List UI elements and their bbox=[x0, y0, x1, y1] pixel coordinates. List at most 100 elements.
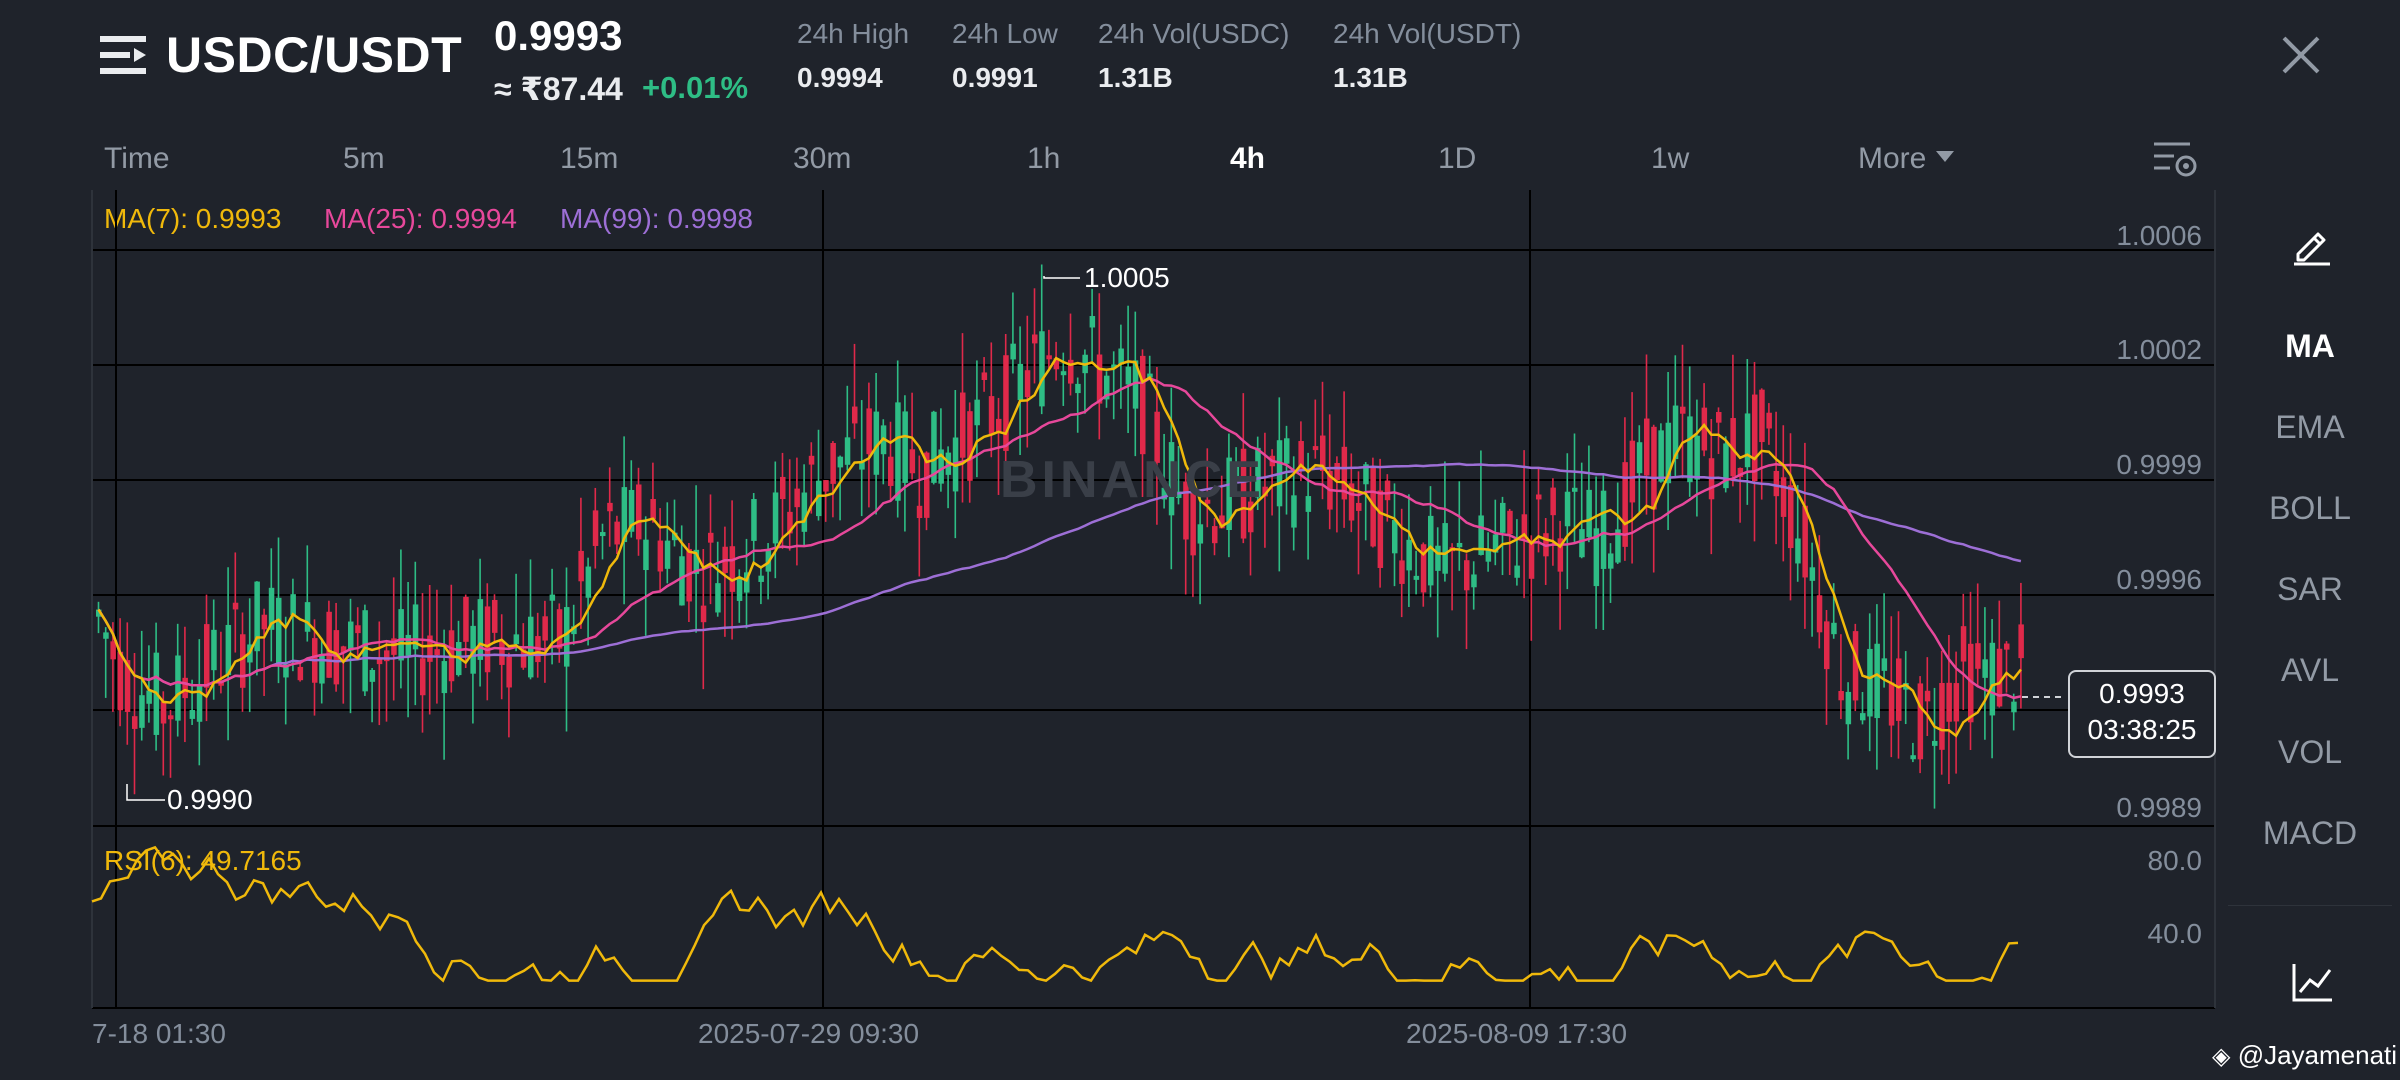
tab-1w[interactable]: 1w bbox=[1651, 142, 1690, 175]
caret-down-icon bbox=[1936, 150, 1955, 162]
candle-body bbox=[1017, 363, 1024, 401]
candle-body bbox=[859, 461, 865, 470]
chart-settings-icon[interactable] bbox=[2152, 138, 2198, 180]
candle-body bbox=[1442, 523, 1448, 574]
candle-body bbox=[751, 499, 757, 541]
y-tick-label: 0.9996 bbox=[2116, 564, 2202, 595]
candle-body bbox=[240, 634, 246, 688]
candle-body bbox=[564, 607, 570, 667]
candle-body bbox=[1075, 383, 1081, 394]
candle-body bbox=[1802, 505, 1808, 578]
tab-4h[interactable]: 4h bbox=[1230, 142, 1266, 175]
candle-body bbox=[369, 669, 376, 682]
candle-body bbox=[1579, 529, 1585, 558]
candle-body bbox=[398, 609, 404, 661]
candle-body bbox=[592, 510, 599, 546]
candle-body bbox=[1845, 691, 1852, 725]
candle-body bbox=[708, 532, 714, 543]
line-chart-icon[interactable] bbox=[2290, 960, 2334, 1004]
candle-body bbox=[1305, 496, 1312, 512]
tab-1d[interactable]: 1D bbox=[1438, 142, 1477, 175]
indicator-vol[interactable]: VOL bbox=[2277, 734, 2343, 770]
tab-15m[interactable]: 15m bbox=[560, 142, 619, 175]
candlestick-series bbox=[96, 264, 2024, 809]
tab-1h[interactable]: 1h bbox=[1027, 142, 1061, 175]
indicator-ema[interactable]: EMA bbox=[2275, 409, 2345, 445]
candle-body bbox=[1464, 560, 1470, 591]
close-icon[interactable] bbox=[2276, 30, 2326, 80]
tab-time[interactable]: Time bbox=[104, 142, 170, 175]
candle-body bbox=[571, 626, 577, 635]
stat-value-24h-high: 0.9994 bbox=[797, 62, 883, 93]
candle-body bbox=[484, 606, 491, 673]
candle-body bbox=[1665, 422, 1672, 484]
candle-body bbox=[1298, 441, 1304, 471]
candle-body bbox=[715, 583, 721, 613]
x-tick-label: 2025-08-09 17:30 bbox=[1406, 1018, 1628, 1049]
candle-body bbox=[1946, 682, 1952, 722]
tab-more[interactable]: More bbox=[1858, 142, 1955, 176]
price-change: +0.01% bbox=[642, 70, 749, 105]
candle-body bbox=[513, 634, 520, 645]
candle-body bbox=[729, 546, 736, 592]
candle-body bbox=[1831, 622, 1837, 635]
indicator-ma[interactable]: MA bbox=[2285, 328, 2335, 364]
candle-body bbox=[1759, 389, 1765, 443]
trading-pair[interactable]: USDC/USDT bbox=[166, 27, 463, 83]
candle-body bbox=[1953, 683, 1960, 722]
candle-body bbox=[218, 681, 224, 686]
candle-body bbox=[232, 602, 239, 610]
candle-body bbox=[1615, 529, 1621, 563]
menu-icon[interactable] bbox=[100, 32, 146, 78]
candle-body bbox=[1658, 430, 1664, 482]
candle-body bbox=[621, 487, 628, 543]
ma99-line bbox=[97, 462, 2022, 687]
x-tick-label: 7-18 01:30 bbox=[92, 1018, 226, 1049]
tab-30m[interactable]: 30m bbox=[793, 142, 852, 175]
candle-body bbox=[823, 480, 829, 492]
candle-body bbox=[1118, 348, 1124, 365]
indicator-sar[interactable]: SAR bbox=[2277, 571, 2343, 607]
candle-body bbox=[967, 411, 973, 481]
indicator-macd[interactable]: MACD bbox=[2262, 815, 2358, 851]
candle-body bbox=[1197, 524, 1204, 544]
candle-body bbox=[1586, 489, 1592, 538]
candle-body bbox=[1341, 446, 1348, 500]
candle-body bbox=[384, 650, 390, 662]
indicator-boll[interactable]: BOLL bbox=[2269, 490, 2351, 526]
candle-body bbox=[1500, 502, 1506, 533]
candle-body bbox=[1564, 491, 1571, 527]
candle-body bbox=[988, 396, 995, 435]
candle-body bbox=[1672, 405, 1679, 460]
candle-body bbox=[1960, 626, 1967, 662]
candle-body bbox=[960, 392, 966, 458]
local-price: ≈ ₹87.44 bbox=[494, 71, 623, 107]
candle-body bbox=[1896, 658, 1902, 721]
candle-body bbox=[1924, 690, 1931, 702]
candle-body bbox=[801, 492, 808, 532]
y-tick-label: 0.9999 bbox=[2116, 449, 2202, 480]
ma7-legend: MA(7): 0.9993 bbox=[104, 203, 282, 234]
candle-body bbox=[1168, 442, 1175, 516]
tab-5m[interactable]: 5m bbox=[343, 142, 385, 175]
candle-body bbox=[405, 634, 412, 656]
candle-body bbox=[1629, 440, 1636, 503]
ma25-legend: MA(25): 0.9994 bbox=[324, 203, 517, 234]
candle-body bbox=[542, 616, 548, 641]
candle-body bbox=[614, 521, 620, 545]
tab-more-label: More bbox=[1858, 142, 1927, 175]
candle-body bbox=[254, 581, 260, 652]
candle-body bbox=[1687, 416, 1693, 483]
candle-body bbox=[1471, 574, 1477, 588]
candle-body bbox=[1068, 359, 1074, 384]
pencil-icon[interactable] bbox=[2290, 222, 2334, 266]
y-tick-label: 1.0006 bbox=[2116, 220, 2202, 251]
credit-text: @Jayamenati bbox=[2237, 1040, 2398, 1070]
price-chart[interactable] bbox=[0, 0, 2220, 1010]
candle-body bbox=[1701, 407, 1708, 451]
indicator-avl[interactable]: AVL bbox=[2280, 652, 2340, 688]
candle-body bbox=[1795, 538, 1801, 564]
candle-body bbox=[1989, 642, 1996, 716]
candle-body bbox=[326, 611, 332, 678]
stat-label-24h-low: 24h Low bbox=[952, 18, 1058, 49]
